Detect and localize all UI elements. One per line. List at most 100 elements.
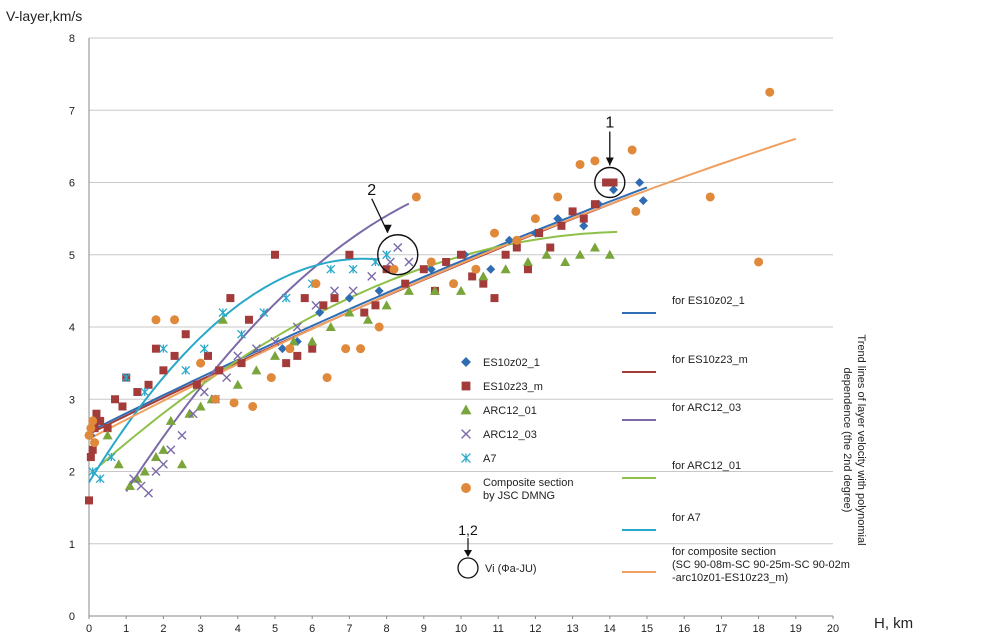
data-point [419, 265, 428, 274]
data-point [215, 366, 224, 375]
data-point [233, 351, 243, 361]
data-point [170, 351, 179, 360]
legend-label: Composite section [483, 477, 574, 489]
y-tick-label: 4 [69, 322, 75, 334]
y-tick-label: 5 [69, 250, 75, 262]
legend-note-arrowhead [464, 550, 472, 557]
data-point [85, 496, 93, 505]
data-point [158, 444, 169, 454]
data-point [285, 344, 295, 354]
data-point [522, 256, 533, 266]
data-point [442, 257, 451, 266]
annotation-label: 1 [605, 115, 614, 132]
y-tick-label: 6 [69, 178, 75, 190]
data-point [326, 264, 336, 274]
x-tick-label: 9 [421, 623, 427, 635]
trend-line [99, 230, 618, 466]
data-point [635, 178, 645, 187]
data-point [195, 401, 206, 411]
data-point [449, 279, 459, 289]
data-point [113, 459, 124, 469]
data-point [139, 466, 150, 476]
data-point [553, 214, 563, 224]
data-point [204, 351, 213, 360]
legend-trend-label: for ES10z02_1 [672, 295, 745, 307]
data-point [90, 438, 100, 448]
data-point [490, 294, 499, 303]
annotation-circle [377, 234, 419, 276]
data-point [199, 344, 209, 354]
data-point [270, 336, 280, 346]
legend-trend-label: for ARC12_01 [672, 460, 741, 472]
y-tick-label: 2 [69, 467, 75, 479]
data-point [754, 257, 764, 267]
data-point [300, 294, 309, 303]
data-point [222, 373, 232, 383]
data-point [512, 235, 522, 245]
data-point [330, 294, 339, 303]
x-tick-label: 2 [160, 623, 166, 635]
x-tick-label: 15 [641, 623, 653, 635]
legend-marker [461, 357, 471, 367]
data-point [86, 453, 95, 462]
data-point [237, 329, 246, 339]
data-point [457, 250, 465, 259]
data-point [251, 344, 261, 354]
trend-line [88, 257, 380, 483]
data-point [199, 387, 209, 397]
data-point [393, 243, 403, 253]
data-point [226, 294, 235, 303]
y-tick-label: 8 [69, 33, 75, 45]
data-point [271, 250, 279, 259]
x-tick-label: 7 [346, 623, 352, 635]
data-point [504, 235, 514, 245]
data-point [322, 373, 332, 383]
y-tick-label: 7 [69, 105, 75, 117]
data-point [232, 379, 243, 389]
data-point [330, 286, 340, 296]
data-point [150, 452, 161, 462]
data-point [96, 416, 105, 425]
annotation-arrowhead [605, 157, 614, 166]
data-point [277, 344, 287, 354]
data-point [311, 279, 321, 289]
data-point [181, 365, 191, 375]
data-point [341, 344, 351, 354]
data-point [151, 344, 160, 353]
x-tick-label: 11 [492, 623, 503, 635]
x-tick-label: 12 [529, 623, 541, 635]
data-point [88, 445, 97, 454]
y-tick-label: 0 [69, 611, 75, 623]
legend-trend-label: -arc10z01-ES10z23_m) [672, 572, 788, 584]
data-point [177, 459, 187, 469]
data-point [590, 200, 599, 209]
data-point [541, 249, 552, 259]
data-point [177, 430, 187, 440]
data-point [627, 145, 637, 155]
data-point [456, 285, 466, 295]
x-tick-label: 20 [827, 623, 839, 635]
data-point [381, 300, 392, 310]
data-point [259, 308, 269, 318]
data-point [523, 265, 532, 274]
data-point [170, 315, 180, 325]
annotation-arrowhead [383, 224, 392, 233]
data-point [382, 265, 391, 274]
data-point [133, 388, 142, 397]
data-point [479, 279, 488, 288]
data-point [106, 452, 116, 462]
data-point [344, 307, 355, 317]
x-tick-label: 10 [455, 623, 467, 635]
data-point [609, 185, 619, 195]
data-point [188, 409, 198, 419]
x-tick-label: 17 [715, 623, 727, 635]
data-point [429, 285, 440, 295]
data-point [102, 430, 113, 440]
data-point [103, 424, 112, 433]
data-point [319, 301, 328, 310]
annotation-circle [594, 166, 626, 199]
data-point [144, 380, 153, 389]
data-point [471, 264, 481, 274]
data-point [546, 243, 555, 252]
